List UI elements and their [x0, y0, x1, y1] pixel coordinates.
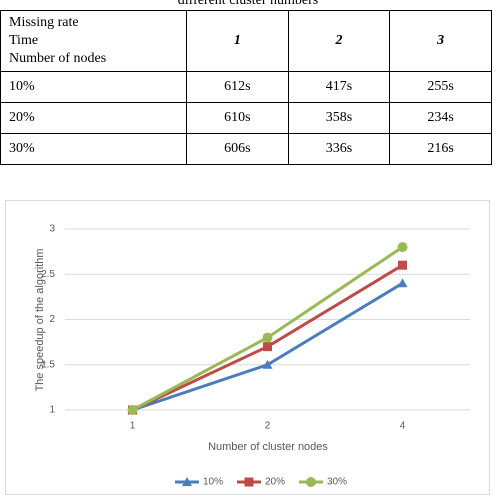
marker: [127, 405, 138, 415]
y-tick-label: 3: [49, 224, 55, 235]
marker: [262, 332, 273, 343]
x-tick-label: 1: [130, 421, 136, 432]
y-tick-label: 2: [49, 314, 55, 325]
marker: [182, 477, 192, 486]
header-line: Time: [9, 33, 39, 48]
table-cell: 20%: [0, 102, 187, 134]
table-cell: 610s: [186, 102, 289, 134]
table-cell: 336s: [287, 133, 391, 165]
legend-label: 10%: [203, 477, 223, 488]
legend-label: 20%: [265, 477, 285, 488]
table-row: 10% 612s 417s 255s: [0, 71, 492, 103]
header-line: Missing rate: [9, 15, 79, 30]
table-cell: 255s: [389, 71, 492, 103]
table-row: 30% 606s 336s 216s: [0, 133, 492, 165]
table-cell: 234s: [389, 102, 492, 134]
x-tick-label: 4: [400, 421, 406, 432]
marker: [398, 260, 407, 270]
table-body: 10% 612s 417s 255s 20% 610s 358s 234s 30% 606s 336…: [0, 71, 492, 165]
header-cell: 3: [389, 10, 492, 72]
x-axis-label: Number of cluster nodes: [208, 441, 328, 453]
table-cell: 612s: [186, 71, 289, 103]
legend-label: 30%: [327, 477, 347, 488]
header-line: Number of nodes: [9, 51, 107, 66]
table-cell: 417s: [287, 71, 391, 103]
y-axis-label: The speedup of the algorithm: [34, 248, 46, 391]
marker: [397, 242, 408, 253]
table: Missing rate Time Number of nodes 1 2 3 …: [0, 10, 492, 165]
y-tick-label: 1.5: [41, 359, 55, 370]
table-cell: 606s: [186, 133, 289, 165]
table-cell: 10%: [0, 71, 187, 103]
marker: [244, 477, 254, 487]
chart: Number of cluster nodes The speedup of t…: [5, 200, 490, 495]
header-cell: 1: [186, 10, 289, 72]
y-tick-label: 2.5: [41, 269, 55, 280]
marker: [397, 278, 408, 288]
header-cell: Missing rate Time Number of nodes: [0, 10, 187, 72]
table-cell: 358s: [287, 102, 391, 134]
marker: [262, 359, 273, 369]
y-tick-label: 1: [49, 405, 55, 416]
table-cell: 30%: [0, 133, 187, 165]
header-row: Missing rate Time Number of nodes 1 2 3: [0, 10, 492, 72]
x-tick-label: 2: [265, 421, 271, 432]
table-cell: 216s: [389, 133, 492, 165]
table-row: 20% 610s 358s 234s: [0, 102, 492, 134]
caption: different cluster numbers: [177, 0, 319, 8]
marker: [306, 477, 316, 487]
header-cell: 2: [287, 10, 391, 72]
marker: [263, 342, 272, 352]
